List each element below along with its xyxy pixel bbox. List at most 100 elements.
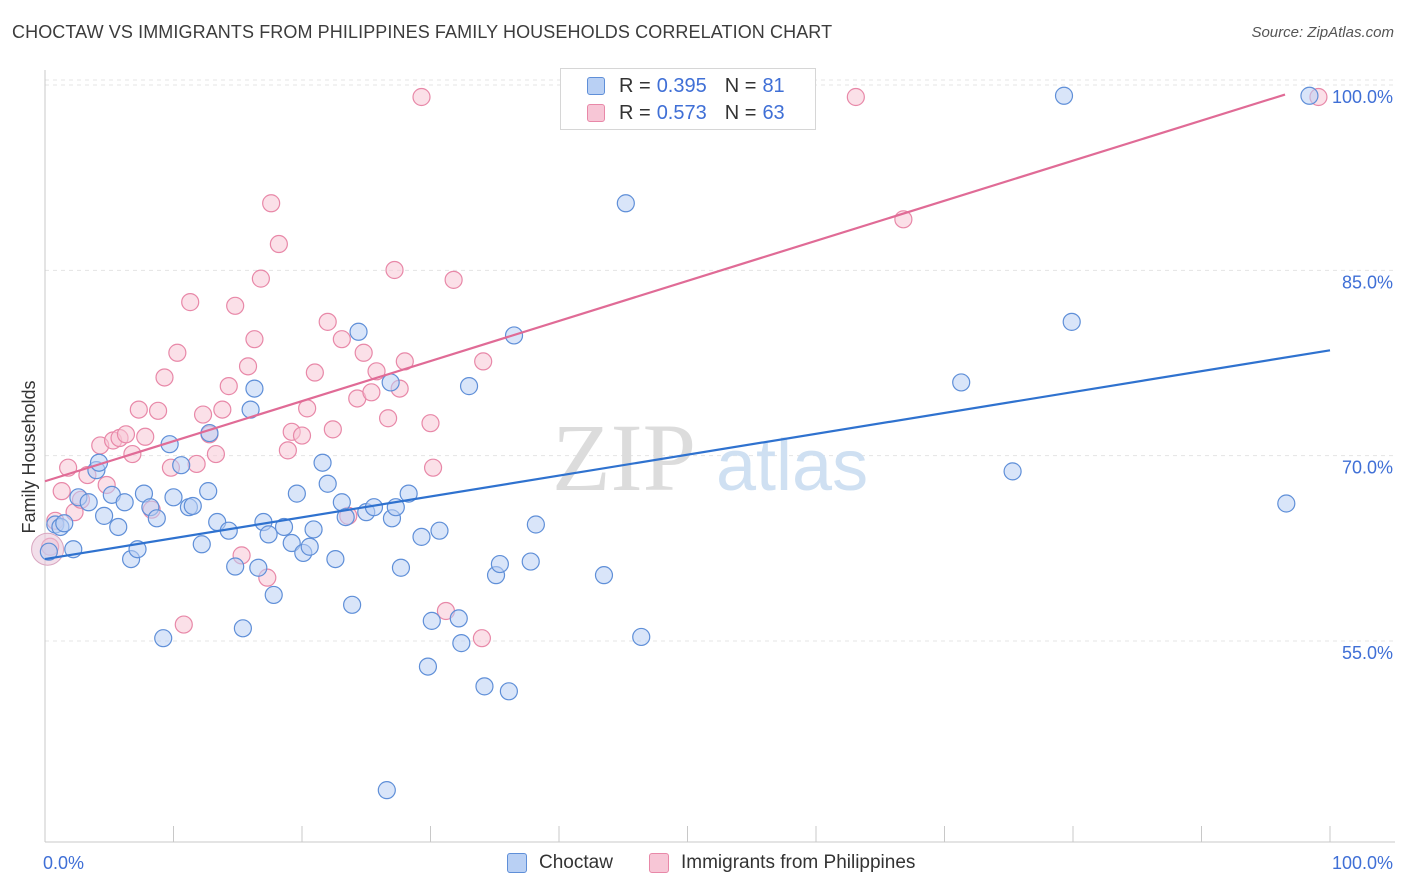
x-tick-labels: 0.0% 100.0% <box>43 853 1393 873</box>
choctaw-point <box>430 521 449 540</box>
philippines-point <box>226 296 245 315</box>
philippines-point <box>181 293 200 312</box>
choctaw-point <box>377 781 396 800</box>
choctaw-trend-line <box>44 349 1331 561</box>
choctaw-point <box>245 379 264 398</box>
philippines-point <box>378 409 398 428</box>
axes <box>44 70 1395 843</box>
choctaw-point <box>381 373 400 392</box>
choctaw-point <box>459 377 479 396</box>
philippines-point <box>148 401 168 420</box>
choctaw-point <box>336 507 355 527</box>
philippines-point <box>52 482 71 501</box>
philippines-point <box>262 194 281 213</box>
y-tick-label: 70.0% <box>1342 458 1393 478</box>
choctaw-point <box>115 493 134 512</box>
legend-label-choctaw: Choctaw <box>539 852 613 873</box>
philippines-point <box>155 368 174 387</box>
choctaw-point <box>164 488 183 507</box>
choctaw-swatch <box>507 853 527 873</box>
philippines-point <box>354 343 373 362</box>
choctaw-point <box>632 627 651 647</box>
philippines-point <box>174 615 193 634</box>
philippines-point <box>278 441 297 460</box>
philippines-swatch <box>649 853 669 873</box>
choctaw-point <box>399 484 418 503</box>
stats-legend: R = 0.395 N = 81 R = 0.573 N = 63 <box>560 68 816 130</box>
philippines-point <box>238 357 258 376</box>
choctaw-swatch <box>587 77 605 95</box>
legend-item-philippines[interactable]: Immigrants from Philippines <box>649 852 915 874</box>
choctaw-point <box>1003 462 1022 481</box>
legend-row-choctaw: R = 0.395 N = 81 <box>587 73 785 99</box>
choctaw-point <box>192 535 211 554</box>
choctaw-point <box>332 493 351 512</box>
choctaw-point <box>318 474 337 493</box>
philippines-point <box>206 444 226 464</box>
philippines-point <box>219 377 238 396</box>
choctaw-point <box>55 514 74 533</box>
choctaw-point <box>326 549 345 569</box>
philippines-r-value: 0.573 <box>656 101 707 124</box>
y-tick-labels: 55.0% 70.0% 85.0% 100.0% <box>1332 87 1393 663</box>
legend-label-philippines: Immigrants from Philippines <box>681 852 916 873</box>
philippines-point <box>213 400 232 419</box>
choctaw-point <box>147 509 166 528</box>
choctaw-point <box>282 533 301 553</box>
choctaw-point <box>304 520 323 539</box>
choctaw-point <box>594 566 614 585</box>
philippines-point <box>292 426 312 445</box>
watermark-atlas: atlas <box>716 426 868 506</box>
x-tick-label: 0.0% <box>43 853 84 873</box>
choctaw-n-value: 81 <box>762 74 785 97</box>
philippines-point <box>193 405 213 424</box>
philippines-point <box>168 343 187 362</box>
legend-row-philippines: R = 0.573 N = 63 <box>587 100 785 126</box>
philippines-point <box>323 420 342 439</box>
philippines-n-value: 63 <box>762 101 785 124</box>
choctaw-point <box>1054 86 1074 105</box>
chart-title: CHOCTAW VS IMMIGRANTS FROM PHILIPPINES F… <box>12 22 833 42</box>
choctaw-r-value: 0.395 <box>656 74 707 97</box>
choctaw-point <box>418 657 438 676</box>
choctaw-point <box>172 456 191 475</box>
philippines-points <box>31 87 1328 648</box>
y-tick-label: 55.0% <box>1342 643 1393 663</box>
philippines-point <box>245 330 264 349</box>
choctaw-point <box>79 493 98 512</box>
y-tick-label: 100.0% <box>1332 87 1393 107</box>
trend-lines <box>44 93 1331 561</box>
choctaw-point <box>233 619 252 638</box>
choctaw-point <box>154 629 173 648</box>
philippines-point <box>116 425 136 444</box>
philippines-point <box>187 454 206 474</box>
philippines-trend-line <box>44 93 1286 483</box>
philippines-point <box>444 270 463 289</box>
choctaw-point <box>1277 494 1296 513</box>
choctaw-point <box>1300 86 1319 105</box>
legend-item-choctaw[interactable]: Choctaw <box>507 852 613 874</box>
philippines-point <box>251 269 270 288</box>
choctaw-point <box>499 682 518 701</box>
choctaw-point <box>452 634 471 653</box>
choctaw-point <box>1062 312 1081 331</box>
choctaw-point <box>526 515 545 534</box>
choctaw-point <box>183 496 202 516</box>
choctaw-point <box>422 611 441 630</box>
philippines-point <box>423 458 443 477</box>
philippines-point <box>472 629 491 648</box>
y-axis-label: Family Households <box>19 380 39 533</box>
philippines-point <box>421 414 440 433</box>
r-label: R = <box>619 74 651 97</box>
choctaw-point <box>199 482 218 501</box>
choctaw-point <box>95 506 114 525</box>
choctaw-point <box>300 537 319 556</box>
philippines-point <box>318 312 337 331</box>
choctaw-point <box>391 558 411 577</box>
n-label: N = <box>724 101 757 124</box>
source-label: Source: ZipAtlas.com <box>1251 24 1394 41</box>
choctaw-point <box>343 595 362 614</box>
y-tick-label: 85.0% <box>1342 272 1393 292</box>
choctaw-point <box>952 373 971 392</box>
choctaw-point <box>521 552 540 571</box>
